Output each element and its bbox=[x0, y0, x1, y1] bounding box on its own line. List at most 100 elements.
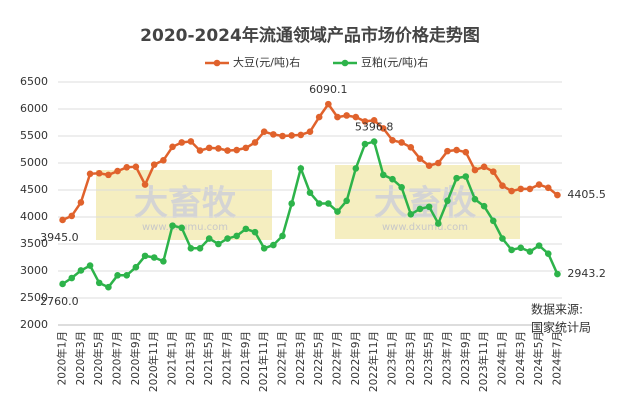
data-point bbox=[471, 166, 479, 174]
y-tick-label: 5000 bbox=[20, 156, 48, 169]
data-point bbox=[123, 164, 131, 171]
data-point bbox=[196, 147, 204, 154]
data-point bbox=[407, 211, 415, 218]
data-point bbox=[270, 131, 277, 138]
data-point bbox=[205, 144, 213, 152]
data-point bbox=[325, 100, 332, 108]
data-point bbox=[95, 279, 103, 287]
data-point bbox=[288, 132, 295, 139]
data-point bbox=[160, 157, 167, 164]
x-tick-label: 2021年5月 bbox=[202, 331, 215, 385]
source-note: 国家统计局 bbox=[531, 320, 591, 335]
x-tick-label: 2023年3月 bbox=[404, 331, 417, 385]
data-point bbox=[260, 128, 268, 135]
y-tick-label: 3500 bbox=[20, 237, 48, 250]
x-tick-label: 2021年3月 bbox=[184, 331, 197, 385]
y-tick-label: 6500 bbox=[20, 75, 48, 88]
data-point bbox=[224, 235, 231, 242]
data-point bbox=[59, 280, 66, 288]
y-tick-label: 3000 bbox=[20, 264, 48, 277]
data-point bbox=[389, 137, 396, 144]
x-tick-label: 2024年7月 bbox=[550, 331, 563, 385]
data-label: 4405.5 bbox=[567, 188, 606, 201]
data-point bbox=[141, 252, 149, 260]
data-point bbox=[306, 189, 314, 196]
data-point bbox=[297, 165, 305, 172]
data-point bbox=[260, 245, 268, 252]
data-label: 2760.0 bbox=[40, 295, 79, 308]
data-point bbox=[352, 165, 360, 172]
data-point bbox=[444, 147, 451, 155]
x-tick-label: 2020年9月 bbox=[129, 331, 142, 385]
data-point bbox=[434, 220, 442, 227]
data-point bbox=[416, 205, 424, 213]
x-tick-label: 2022年3月 bbox=[294, 331, 307, 385]
legend-swatch bbox=[341, 59, 349, 67]
data-label: 5396.8 bbox=[355, 121, 394, 134]
data-point bbox=[279, 132, 286, 140]
data-point bbox=[169, 143, 176, 151]
data-point bbox=[178, 139, 186, 146]
legend-label: 豆粕(元/吨)右 bbox=[361, 55, 428, 69]
data-point bbox=[416, 155, 424, 162]
data-point bbox=[150, 254, 158, 261]
data-point bbox=[279, 232, 286, 240]
data-point bbox=[517, 185, 525, 193]
data-point bbox=[77, 267, 85, 274]
y-tick-label: 4500 bbox=[20, 183, 48, 196]
data-point bbox=[361, 118, 369, 125]
data-point bbox=[325, 200, 332, 207]
data-point bbox=[535, 181, 543, 188]
watermark: www.dxumu.com bbox=[142, 222, 228, 233]
data-point bbox=[361, 140, 369, 148]
data-point bbox=[86, 170, 94, 178]
source-note: 数据来源: bbox=[531, 302, 583, 317]
data-point bbox=[123, 272, 131, 279]
data-label: 3945.0 bbox=[40, 231, 79, 244]
x-tick-label: 2022年7月 bbox=[330, 331, 343, 385]
data-point bbox=[398, 139, 405, 146]
data-point bbox=[270, 241, 277, 249]
data-point bbox=[407, 144, 415, 151]
data-point bbox=[444, 197, 451, 205]
x-tick-label: 2024年5月 bbox=[532, 331, 545, 385]
y-tick-label: 4000 bbox=[20, 210, 48, 223]
data-point bbox=[508, 246, 515, 254]
data-point bbox=[68, 212, 76, 220]
data-point bbox=[334, 208, 341, 215]
watermark-box bbox=[335, 165, 520, 239]
data-point bbox=[480, 202, 488, 210]
data-point bbox=[187, 138, 195, 145]
data-point bbox=[205, 235, 213, 242]
data-point bbox=[215, 145, 222, 152]
data-point bbox=[105, 283, 112, 291]
data-point bbox=[251, 228, 259, 236]
data-point bbox=[554, 191, 561, 199]
data-point bbox=[453, 146, 460, 154]
data-point bbox=[169, 222, 176, 229]
x-tick-label: 2023年5月 bbox=[422, 331, 435, 385]
data-point bbox=[242, 225, 250, 233]
data-point bbox=[526, 248, 534, 255]
x-tick-label: 2022年1月 bbox=[276, 331, 289, 385]
data-point bbox=[105, 171, 112, 179]
x-tick-label: 2023年1月 bbox=[385, 331, 398, 385]
data-point bbox=[343, 112, 350, 119]
data-point bbox=[480, 163, 488, 171]
data-point bbox=[398, 184, 405, 191]
data-label: 6090.1 bbox=[309, 83, 348, 96]
x-tick-label: 2023年9月 bbox=[459, 331, 472, 385]
x-tick-label: 2021年1月 bbox=[166, 331, 179, 385]
x-tick-label: 2020年7月 bbox=[111, 331, 124, 385]
data-point bbox=[489, 168, 497, 175]
data-point bbox=[141, 181, 149, 188]
watermark: www.dxumu.com bbox=[382, 222, 468, 233]
chart-title: 2020-2024年流通领域产品市场价格走势图 bbox=[140, 25, 480, 46]
x-tick-label: 2024年3月 bbox=[514, 331, 527, 385]
data-point bbox=[315, 200, 323, 207]
x-tick-label: 2022年5月 bbox=[312, 331, 325, 385]
data-point bbox=[86, 262, 94, 269]
y-tick-label: 5500 bbox=[20, 129, 48, 142]
data-point bbox=[425, 162, 433, 169]
